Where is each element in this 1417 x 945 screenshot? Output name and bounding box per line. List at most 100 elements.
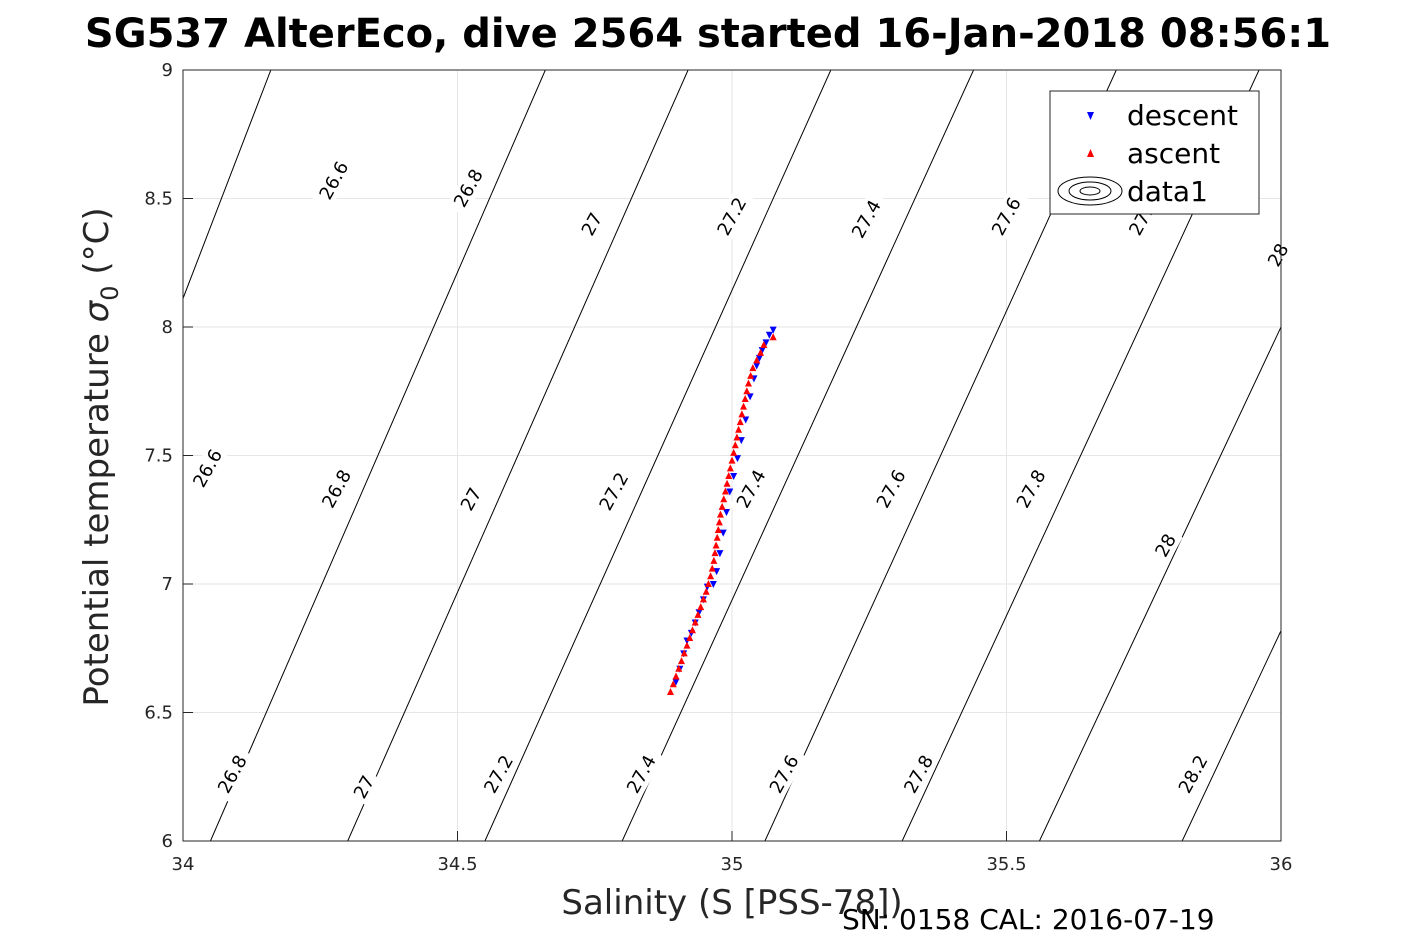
contour-line-26-8 (209, 70, 546, 841)
legend-contour-icon (1057, 176, 1123, 206)
descent-point (733, 455, 741, 463)
ascent-point (747, 371, 755, 379)
ascent-point (753, 356, 761, 364)
contour-label-bg (619, 746, 664, 803)
contour-label-bg (185, 440, 230, 497)
x-axis-ticks: 34 34.5 35 35.5 36 (172, 831, 1293, 875)
ascent-point (715, 518, 723, 526)
y-tick-label: 8 (162, 317, 173, 338)
contour-label-bg (728, 460, 774, 517)
contour-line-28 (1038, 325, 1281, 841)
ascent-point (721, 487, 729, 495)
contour-label-bg (709, 188, 755, 245)
y-tick-label: 7 (162, 574, 173, 595)
ascent-point (683, 641, 691, 649)
legend-box (1049, 90, 1260, 215)
descent-point (726, 488, 734, 496)
ascent-point (725, 472, 733, 480)
ascent-point (702, 587, 710, 595)
descent-point (753, 362, 761, 370)
contour-label-bg (984, 188, 1029, 245)
ascent-point (731, 441, 739, 449)
ascent-point (691, 618, 699, 626)
ascent-point (738, 410, 746, 418)
ascent-point (760, 340, 768, 348)
contour-label-bg (454, 480, 489, 518)
ascent-point (694, 610, 702, 618)
ascent-point (718, 502, 726, 510)
ascent-point (712, 541, 720, 549)
contour-label-bg (311, 152, 357, 209)
ascent-point (688, 626, 696, 634)
contour-label-bg (868, 460, 914, 517)
ascent-point (744, 379, 752, 387)
ascent-point (686, 633, 694, 641)
descent-point (730, 473, 738, 481)
ascent-point (710, 556, 718, 564)
contour-label-bg (1170, 746, 1216, 803)
ascent-point (741, 394, 749, 402)
contour-label-bg (1261, 236, 1296, 274)
ascent-point (728, 456, 736, 464)
ascent-point (677, 657, 685, 665)
descent-point (765, 331, 773, 339)
ascent-point (714, 526, 722, 534)
legend-ascent-marker (1087, 149, 1094, 157)
contour-label-bg (844, 190, 889, 248)
y-tick-label: 6 (162, 831, 173, 852)
descent-point (716, 550, 724, 558)
ascent-point (743, 387, 751, 395)
ascent-point (697, 603, 705, 611)
data-series (667, 326, 777, 695)
ascent-point (708, 564, 716, 572)
ascent-point (675, 664, 683, 672)
ascent-point (672, 672, 680, 680)
series-ascent (667, 333, 777, 695)
descent-point (746, 393, 754, 401)
y-axis-label: Potential temperature σ0 (°C) (77, 207, 124, 706)
x-tick-label: 36 (1270, 854, 1293, 875)
ascent-point (730, 448, 738, 456)
ascent-point (769, 333, 777, 341)
legend-descent-label: descent (1127, 99, 1238, 132)
contour-label-bg (1008, 460, 1054, 517)
descent-point (758, 347, 766, 355)
contour-label-bg (210, 746, 255, 803)
descent-point (762, 339, 770, 347)
contour-label-bg (1148, 526, 1183, 564)
ascent-point (680, 649, 688, 657)
descent-point (719, 529, 727, 537)
legend-descent-marker (1087, 112, 1094, 120)
calibration-footer: SN: 0158 CAL: 2016-07-19 (842, 903, 1215, 936)
legend-ascent-label: ascent (1127, 137, 1220, 170)
contour-label-bg (591, 463, 637, 520)
chart-title: SG537 AlterEco, dive 2564 started 16-Jan… (85, 11, 1331, 57)
ascent-point (735, 425, 743, 433)
contour-label-bg (476, 746, 521, 803)
ascent-point (711, 549, 719, 557)
ascent-point (667, 687, 675, 695)
contour-line-27 (347, 70, 689, 841)
legend[interactable]: descent ascent data1 (1049, 90, 1260, 215)
ascent-point (749, 364, 757, 372)
legend-data1-label: data1 (1127, 175, 1208, 208)
ascent-point (704, 580, 712, 587)
descent-point (755, 354, 763, 362)
x-tick-label: 34 (172, 854, 195, 875)
descent-point (742, 416, 750, 424)
y-tick-label: 7.5 (144, 446, 173, 467)
contour-line-26-6 (183, 70, 272, 300)
ascent-point (736, 418, 744, 426)
y-tick-label: 6.5 (144, 703, 173, 724)
descent-point (769, 326, 777, 334)
x-tick-label: 34.5 (437, 854, 477, 875)
x-tick-label: 35.5 (986, 854, 1026, 875)
contour-label-bg (314, 460, 359, 517)
contour-label-bg (575, 205, 609, 243)
descent-point (709, 581, 717, 588)
contour-line-27-4 (621, 70, 975, 841)
ascent-point (723, 479, 731, 487)
ascent-point (726, 464, 734, 472)
x-axis-label: Salinity (S [PSS-78]) (561, 883, 902, 923)
x-tick-label: 35 (721, 854, 744, 875)
